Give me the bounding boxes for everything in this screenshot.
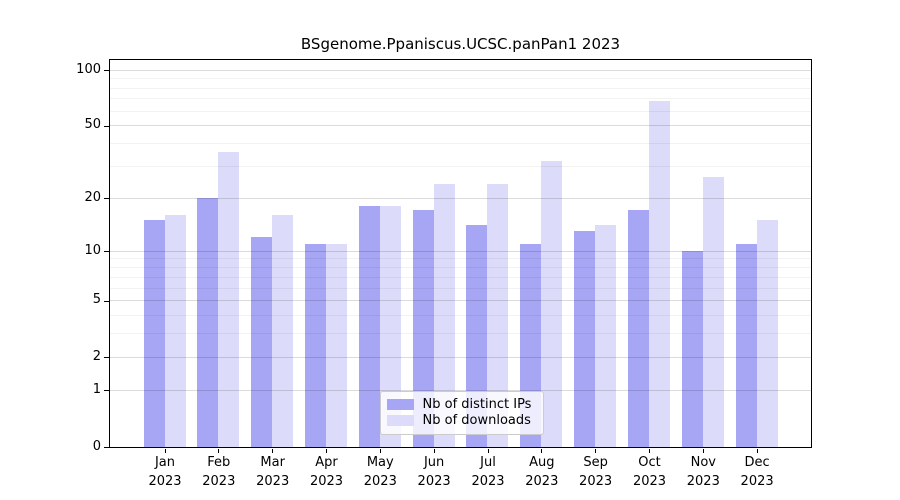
y-tick-label-100: 100 [76, 61, 101, 77]
x-tick-mark-oct [649, 448, 650, 453]
bar-nb-of-distinct-ips-feb [197, 197, 219, 447]
y-tick-label-20: 20 [84, 189, 101, 205]
x-tick-year-may: 2023 [363, 474, 397, 489]
x-tick-label-apr: Apr 2023 [295, 453, 359, 491]
y-tick-mark-50 [103, 125, 109, 127]
y-tick-label-10: 10 [84, 242, 101, 258]
bar-nb-of-downloads-dec [756, 220, 778, 447]
legend-item-nb-of-downloads: Nb of downloads [386, 413, 535, 428]
x-tick-label-oct: Oct 2023 [618, 453, 682, 491]
y-tick-mark-20 [103, 198, 109, 200]
x-tick-month-feb: Feb [207, 455, 231, 470]
x-tick-label-jul: Jul 2023 [456, 453, 520, 491]
bar-nb-of-downloads-jan [164, 215, 186, 447]
legend-label-nb-of-downloads: Nb of downloads [422, 413, 531, 428]
y-tick-mark-10 [103, 251, 109, 253]
x-tick-label-jun: Jun 2023 [402, 453, 466, 491]
x-tick-month-aug: Aug [529, 455, 555, 470]
x-tick-mark-jun [433, 448, 435, 453]
x-tick-mark-jan [164, 448, 166, 453]
y-tick-mark-100 [103, 70, 109, 71]
y-tick-mark-5 [103, 300, 109, 302]
legend-swatch-nb-of-distinct-ips [386, 399, 414, 410]
x-tick-mark-mar [272, 448, 274, 453]
y-tick-label-50: 50 [84, 117, 101, 133]
x-tick-mark-feb [218, 448, 220, 453]
y-tick-label-1: 1 [92, 381, 101, 397]
bar-nb-of-downloads-sep [595, 225, 617, 447]
bar-nb-of-downloads-may [379, 206, 401, 447]
x-tick-month-jun: Jun [423, 455, 445, 470]
x-tick-month-oct: Oct [638, 455, 661, 470]
x-tick-label-aug: Aug 2023 [510, 453, 574, 491]
bar-nb-of-distinct-ips-mar [251, 237, 273, 447]
bar-nb-of-downloads-feb [218, 151, 240, 447]
x-tick-year-apr: 2023 [309, 474, 344, 489]
x-tick-year-jun: 2023 [417, 474, 451, 489]
x-tick-label-nov: Nov 2023 [671, 453, 735, 491]
bar-nb-of-downloads-oct [648, 100, 670, 447]
x-tick-mark-nov [702, 448, 704, 453]
bar-nb-of-distinct-ips-may [358, 206, 380, 447]
x-tick-month-jan: Jan [154, 455, 176, 470]
legend-item-nb-of-distinct-ips: Nb of distinct IPs [386, 397, 535, 412]
bar-nb-of-distinct-ips-jan [143, 220, 165, 447]
x-tick-mark-dec [756, 448, 758, 453]
y-tick-mark-2 [103, 357, 109, 359]
bar-nb-of-downloads-jun [433, 183, 455, 447]
plot-area: Nb of distinct IPs Nb of downloads [108, 58, 812, 448]
x-tick-mark-may [379, 448, 381, 453]
bar-nb-of-downloads-nov [702, 177, 724, 447]
bar-nb-of-downloads-apr [325, 243, 347, 447]
y-tick-label-5: 5 [92, 292, 101, 308]
x-tick-month-mar: Mar [260, 455, 285, 470]
bar-nb-of-downloads-mar [272, 215, 294, 447]
x-tick-label-dec: Dec 2023 [725, 453, 789, 491]
x-tick-month-apr: Apr [315, 455, 338, 470]
x-tick-mark-jul [487, 448, 489, 453]
bar-nb-of-downloads-aug [541, 160, 563, 447]
y-tick-mark-0 [103, 447, 109, 448]
y-tick-label-2: 2 [92, 348, 101, 364]
x-tick-year-aug: 2023 [525, 474, 559, 489]
legend-label-nb-of-distinct-ips: Nb of distinct IPs [422, 397, 532, 412]
bar-nb-of-distinct-ips-oct [627, 210, 649, 447]
x-tick-mark-apr [326, 448, 327, 453]
bar-nb-of-distinct-ips-jun [412, 210, 434, 447]
x-tick-year-jan: 2023 [148, 474, 182, 489]
x-tick-month-dec: Dec [744, 455, 770, 470]
x-tick-month-may: May [366, 455, 394, 470]
bar-nb-of-distinct-ips-dec [735, 243, 757, 447]
bar-nb-of-distinct-ips-sep [574, 230, 596, 447]
x-tick-year-feb: 2023 [202, 474, 236, 489]
x-tick-year-nov: 2023 [686, 474, 720, 489]
chart-title: BSgenome.Ppaniscus.UCSC.panPan1 2023 [300, 35, 621, 53]
x-tick-year-oct: 2023 [632, 474, 667, 489]
x-tick-month-sep: Sep [583, 455, 608, 470]
legend: Nb of distinct IPs Nb of downloads [379, 390, 544, 435]
x-tick-label-sep: Sep 2023 [564, 453, 628, 491]
x-tick-year-sep: 2023 [579, 474, 613, 489]
x-tick-label-jan: Jan 2023 [133, 453, 197, 491]
y-tick-label-0: 0 [92, 438, 101, 454]
x-tick-month-nov: Nov [690, 455, 716, 470]
bar-nb-of-downloads-jul [487, 183, 509, 447]
bar-nb-of-distinct-ips-nov [681, 250, 703, 447]
x-tick-label-mar: Mar 2023 [241, 453, 305, 491]
bars-layer [110, 60, 811, 447]
x-tick-year-mar: 2023 [256, 474, 290, 489]
x-tick-year-dec: 2023 [740, 474, 774, 489]
bar-nb-of-distinct-ips-apr [304, 243, 326, 447]
x-tick-mark-sep [595, 448, 597, 453]
x-tick-year-jul: 2023 [471, 474, 505, 489]
x-tick-mark-aug [541, 448, 543, 453]
x-tick-month-jul: Jul [480, 455, 496, 470]
legend-swatch-nb-of-downloads [386, 415, 414, 426]
x-tick-label-feb: Feb 2023 [187, 453, 251, 491]
x-tick-label-may: May 2023 [348, 453, 412, 491]
y-tick-mark-1 [103, 390, 109, 392]
